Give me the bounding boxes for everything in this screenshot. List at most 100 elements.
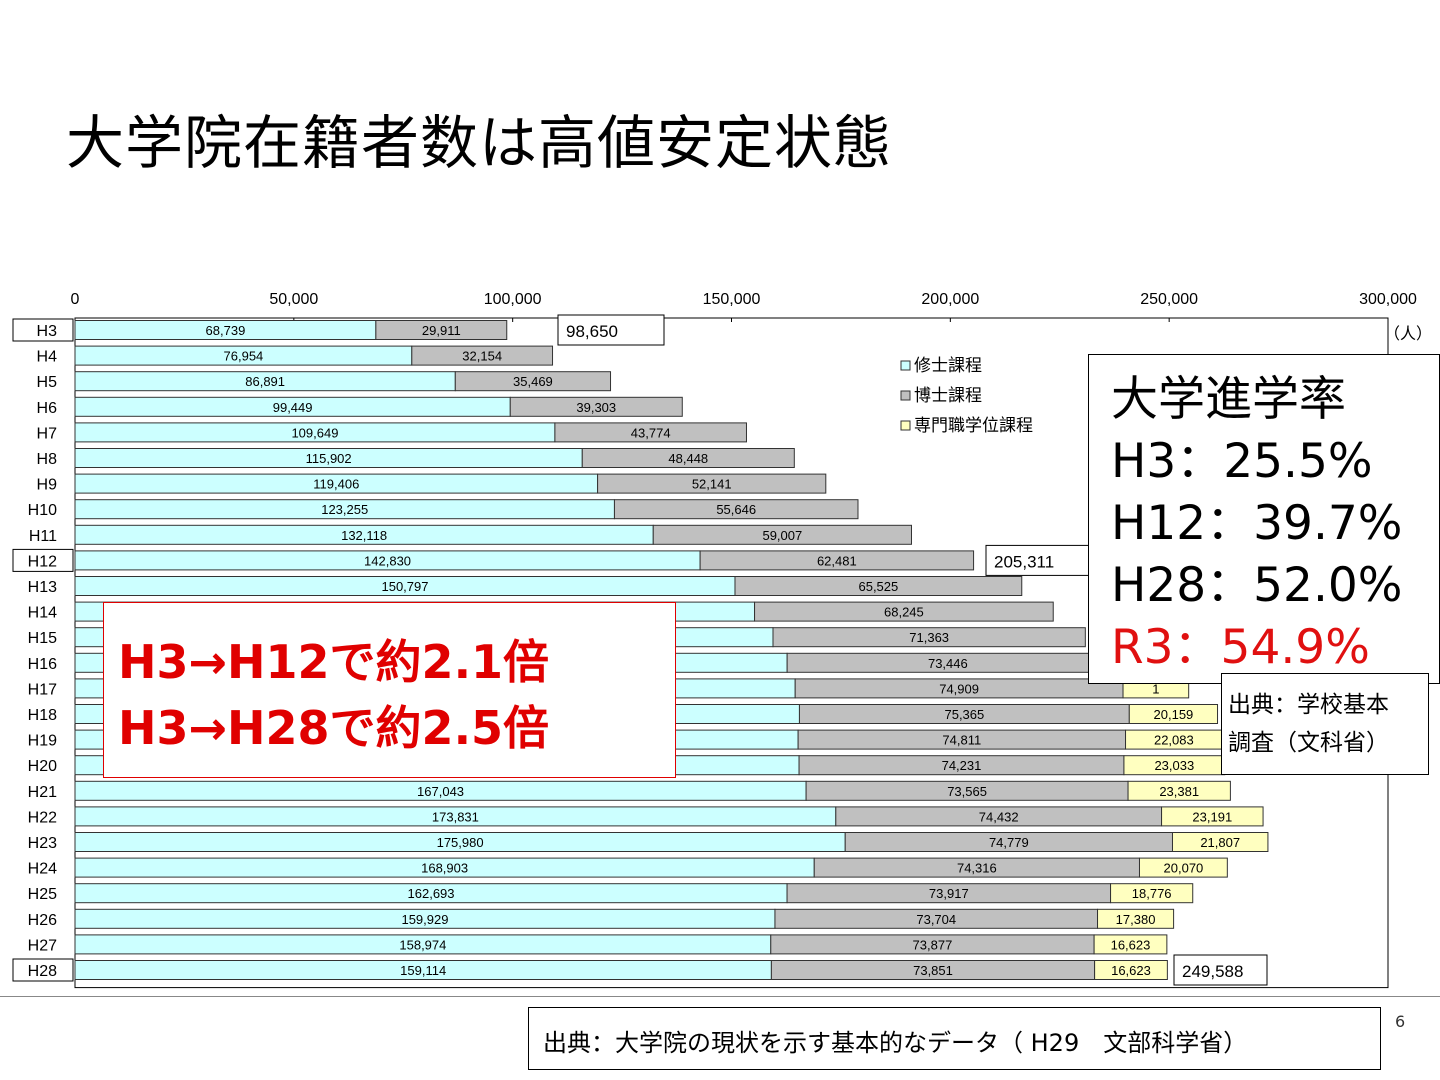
bar-value-label: 32,154 [462, 349, 502, 364]
bar-value-label: 20,070 [1164, 861, 1204, 876]
bar-value-label: 68,739 [206, 323, 246, 338]
bar-value-label: 59,007 [762, 528, 802, 543]
bar-value-label: 76,954 [224, 349, 264, 364]
bar-value-label: 73,565 [947, 784, 987, 799]
x-tick-label: 300,000 [1359, 291, 1417, 308]
source-note-small: 出典：学校基本 調査（文科省） [1221, 673, 1429, 775]
bar-segment [454, 371, 612, 392]
bar-value-label: 74,316 [957, 861, 997, 876]
bar-value-label: 20,159 [1154, 707, 1194, 722]
total-box [557, 314, 665, 346]
x-tick-label: 250,000 [1140, 291, 1198, 308]
bar-value-label: 162,693 [408, 886, 455, 901]
bar-value-label: 55,646 [716, 502, 756, 517]
bar-segment [1161, 806, 1264, 827]
category-label: H13 [28, 579, 57, 596]
bar-value-label: 43,774 [631, 425, 671, 440]
bar-value-label: 167,043 [417, 784, 464, 799]
bar-value-label: 132,118 [341, 528, 387, 543]
bar-value-label: 23,191 [1192, 809, 1232, 824]
category-label: H7 [37, 425, 58, 442]
bar-segment [581, 448, 795, 468]
bar-value-label: 75,365 [944, 707, 984, 722]
category-label: H25 [28, 886, 57, 903]
legend-label: 専門職学位課程 [914, 416, 1033, 435]
legend-swatch [900, 390, 911, 401]
bar-value-label: 74,779 [989, 835, 1029, 850]
legend-swatch [900, 420, 911, 431]
bar-value-label: 23,033 [1154, 758, 1194, 773]
bar-value-label: 16,623 [1111, 963, 1151, 978]
category-label: H15 [28, 630, 57, 647]
bar-value-label: 39,303 [576, 400, 616, 415]
category-label: H17 [28, 681, 57, 698]
bar-value-label: 142,830 [364, 553, 411, 568]
bar-value-label: 86,891 [245, 374, 285, 389]
bar-segment [1110, 883, 1194, 904]
bar-value-label: 22,083 [1154, 733, 1194, 748]
ratio-row-h3: H3：25.5% [1111, 434, 1373, 489]
bar-value-label: 74,231 [942, 758, 982, 773]
bar-value-label: 159,929 [401, 912, 448, 927]
bar-value-label: 62,481 [817, 553, 857, 568]
bar-value-label: 74,811 [942, 733, 981, 748]
total-label: 98,650 [566, 322, 618, 341]
growth-callout-box: H3→H12で約2.1倍 H3→H28で約2.5倍 [103, 602, 676, 778]
bar-value-label: 1 [1152, 681, 1159, 696]
ratio-row-r3: R3：54.9% [1111, 620, 1370, 675]
bar-segment [597, 473, 827, 494]
bar-value-label: 158,974 [399, 937, 446, 952]
ratio-row-h12: H12：39.7% [1111, 496, 1403, 551]
ratio-title: 大学進学率 [1111, 372, 1346, 427]
bar-value-label: 16,623 [1111, 937, 1151, 952]
source-note-line-1: 出典：学校基本 [1228, 692, 1389, 718]
category-label: H26 [28, 912, 57, 929]
bar-segment [411, 345, 554, 366]
bar-value-label: 73,446 [928, 656, 968, 671]
category-label: H6 [37, 400, 58, 417]
page-number: 6 [1395, 1012, 1406, 1031]
bar-segment [1093, 934, 1168, 955]
category-label: H20 [28, 758, 57, 775]
bar-value-label: 173,831 [432, 809, 479, 824]
source-note-line-2: 調査（文科省） [1228, 730, 1389, 756]
legend-label: 修士課程 [914, 356, 982, 375]
category-highlight-box [12, 958, 74, 982]
bar-value-label: 123,255 [321, 502, 368, 517]
bar-value-label: 35,469 [513, 374, 553, 389]
bar-segment [734, 576, 1023, 596]
bar-value-label: 175,980 [437, 835, 484, 850]
page-title: 大学院在籍者数は高値安定状態 [66, 109, 893, 177]
bar-value-label: 109,649 [291, 425, 338, 440]
category-label: H27 [28, 937, 57, 954]
category-label: H8 [37, 451, 58, 468]
bar-value-label: 74,432 [979, 809, 1019, 824]
bar-value-label: 159,114 [400, 963, 446, 978]
bar-value-label: 71,363 [909, 630, 949, 645]
unit-label: （人） [1384, 325, 1432, 343]
bar-value-label: 65,525 [858, 579, 898, 594]
category-label: H21 [28, 784, 57, 801]
bar-segment [772, 627, 1086, 648]
category-label: H24 [28, 861, 57, 878]
footer-divider [0, 996, 1440, 997]
bar-segment [1097, 908, 1175, 929]
bar-segment [1094, 960, 1168, 980]
bar-value-label: 73,877 [913, 937, 953, 952]
category-label: H4 [37, 349, 58, 366]
category-label: H12 [28, 553, 57, 570]
bar-segment [1128, 704, 1219, 724]
bar-value-label: 119,406 [313, 477, 359, 492]
bar-value-label: 21,807 [1200, 835, 1240, 850]
x-tick-label: 0 [71, 291, 80, 308]
bar-value-label: 52,141 [692, 477, 732, 492]
bar-value-label: 68,245 [884, 605, 924, 620]
bar-value-label: 150,797 [381, 579, 428, 594]
category-label: H11 [29, 528, 57, 545]
bar-value-label: 74,909 [939, 681, 979, 696]
category-label: H22 [28, 809, 57, 826]
category-label: H23 [28, 835, 57, 852]
total-box [1173, 954, 1268, 986]
bar-segment [1171, 832, 1269, 852]
category-label: H5 [37, 374, 58, 391]
